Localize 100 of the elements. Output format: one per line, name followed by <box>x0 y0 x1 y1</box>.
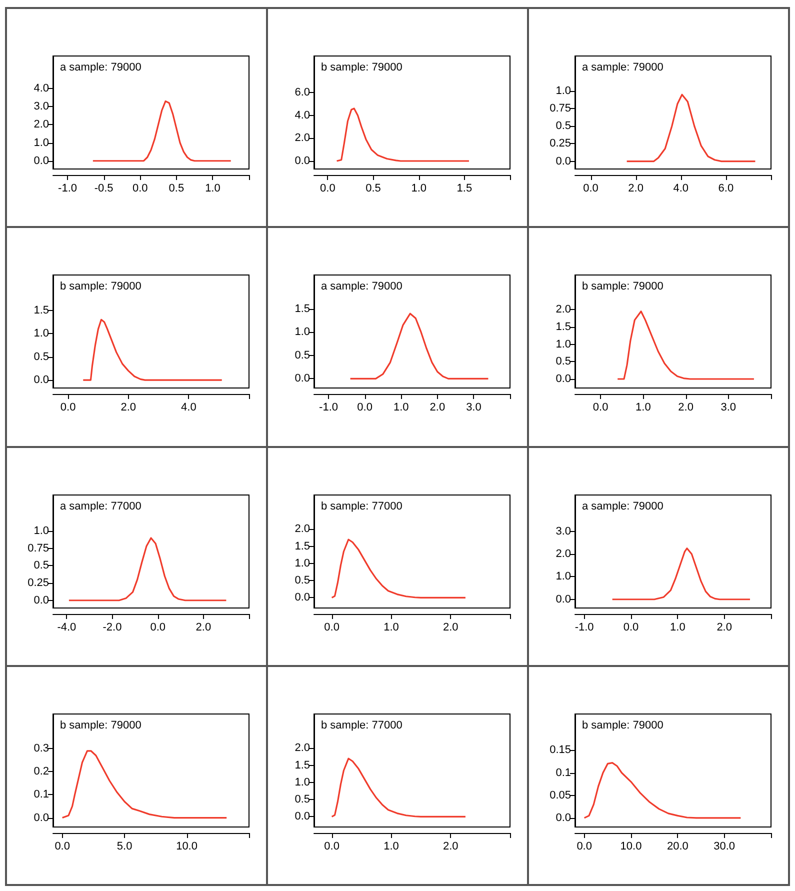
y-tick-label: 2.0 <box>556 304 571 316</box>
x-tick-label: 0.0 <box>592 402 608 414</box>
x-tick-label: 2.0 <box>196 621 212 633</box>
x-tick-label: 0.0 <box>60 402 76 414</box>
y-tick-label: 0.5 <box>34 559 49 572</box>
x-tick-label: 1.0 <box>384 621 399 633</box>
y-tick-label: 0.0 <box>294 372 310 385</box>
x-tick-label: -2.0 <box>102 621 122 633</box>
y-tick-label: 0.0 <box>556 812 571 824</box>
chart-title: a sample: 79000 <box>321 280 402 293</box>
line-series <box>349 313 490 380</box>
x-tick-label: 30.0 <box>714 840 736 852</box>
text: a sample: 79000 <box>582 62 664 74</box>
y-tick-label: 1.0 <box>556 338 571 351</box>
y-tick-label: 0.0 <box>34 812 49 824</box>
y-tick-label: 2.0 <box>294 522 310 535</box>
x-tick-label: 0.0 <box>324 621 340 633</box>
text: b sample: 79000 <box>582 719 664 732</box>
x-tick-label: 0.0 <box>576 840 592 852</box>
y-tick-label: 0.15 <box>550 744 571 756</box>
x-tick-label: -1.0 <box>574 621 594 633</box>
x-tick-label: 2.0 <box>678 402 694 414</box>
y-tick-label: 2.0 <box>556 547 571 560</box>
x-tick-label: 0.0 <box>583 182 598 194</box>
x-tick-label: 2.0 <box>430 402 446 414</box>
x-tick-label: 1.0 <box>411 182 426 194</box>
y-tick-label: 2.0 <box>34 118 49 131</box>
y-tick-label: 0.2 <box>34 765 49 778</box>
line-series <box>626 94 756 162</box>
x-tick-label: 0.0 <box>357 402 372 414</box>
line-series <box>616 310 755 380</box>
y-tick-label: 6.0 <box>294 86 310 99</box>
x-tick-label: 1.5 <box>456 182 472 194</box>
y-tick-label: 1.0 <box>34 524 49 537</box>
y-tick-label: 1.0 <box>294 776 310 788</box>
text: b sample: 79000 <box>60 719 142 732</box>
y-tick-label: 0.0 <box>294 810 310 822</box>
y-tick-label: 0.75 <box>28 542 49 554</box>
x-tick-label: -4.0 <box>57 621 76 633</box>
y-tick-label: 1.5 <box>556 321 571 334</box>
text: b sample: 79000 <box>60 280 142 293</box>
x-tick-label: 3.0 <box>720 402 736 414</box>
y-tick-label: 0.25 <box>28 576 49 589</box>
x-tick-label: -1.0 <box>58 182 78 194</box>
y-tick-label: 2.0 <box>294 742 310 754</box>
x-tick-label: 1.0 <box>670 621 686 633</box>
x-tick-label: 2.0 <box>120 402 136 414</box>
x-tick-label: -1.0 <box>319 402 338 414</box>
y-tick-label: 1.5 <box>34 304 49 317</box>
y-tick-label: 0.3 <box>34 742 49 754</box>
line-series <box>336 108 470 162</box>
y-tick-label: 0.25 <box>550 138 571 150</box>
y-tick-label: 0.5 <box>294 350 310 362</box>
y-tick-label: 0.0 <box>556 155 571 168</box>
line-series <box>92 100 232 162</box>
y-tick-label: 0.5 <box>294 793 310 806</box>
x-tick-label: 0.0 <box>324 840 340 852</box>
y-tick-label: 0.0 <box>294 591 310 604</box>
line-series <box>584 762 742 819</box>
y-tick-label: 0.5 <box>556 120 571 132</box>
x-tick-label: 0.0 <box>54 840 70 852</box>
y-tick-label: 1.0 <box>294 556 310 569</box>
x-tick-label: 0.0 <box>132 182 148 194</box>
y-tick-label: 1.5 <box>294 540 310 552</box>
line-series <box>331 538 466 598</box>
text: a sample: 79000 <box>60 62 142 74</box>
line-series <box>331 757 466 818</box>
y-tick-label: 1.5 <box>294 303 310 316</box>
text: b sample: 79000 <box>321 62 402 74</box>
y-tick-label: 1.0 <box>34 136 49 149</box>
x-tick-label: 0.0 <box>623 621 639 633</box>
x-tick-label: -0.5 <box>94 182 114 194</box>
text: a sample: 79000 <box>582 500 664 512</box>
x-tick-label: 0.5 <box>366 182 381 194</box>
y-tick-label: 0.0 <box>556 592 571 605</box>
x-tick-label: 0.0 <box>150 621 166 633</box>
x-tick-label: 1.0 <box>393 402 409 414</box>
x-tick-label: 10.0 <box>620 840 642 852</box>
y-tick-label: 0.0 <box>556 373 571 386</box>
x-tick-label: 10.0 <box>176 840 198 852</box>
y-tick-label: 4.0 <box>34 82 49 95</box>
y-tick-label: 1.0 <box>294 326 310 338</box>
x-tick-label: 20.0 <box>666 840 688 852</box>
y-tick-label: 3.0 <box>34 100 49 113</box>
x-tick-label: 1.0 <box>636 402 651 414</box>
y-tick-label: 0.0 <box>294 155 310 168</box>
x-tick-label: 1.0 <box>384 840 399 852</box>
text: a sample: 77000 <box>60 500 142 512</box>
y-tick-label: 0.1 <box>34 788 49 800</box>
line-series <box>612 547 751 600</box>
y-tick-label: 0.75 <box>550 102 571 115</box>
text: b sample: 79000 <box>582 280 664 293</box>
x-tick-label: 2.0 <box>442 621 458 633</box>
y-tick-label: 1.0 <box>556 85 571 98</box>
line-series <box>68 536 228 601</box>
x-tick-label: 2.0 <box>628 182 644 194</box>
x-tick-label: 0.5 <box>168 182 184 194</box>
y-tick-label: 0.0 <box>34 154 49 167</box>
line-series <box>62 750 228 818</box>
y-tick-label: 1.0 <box>34 328 49 340</box>
